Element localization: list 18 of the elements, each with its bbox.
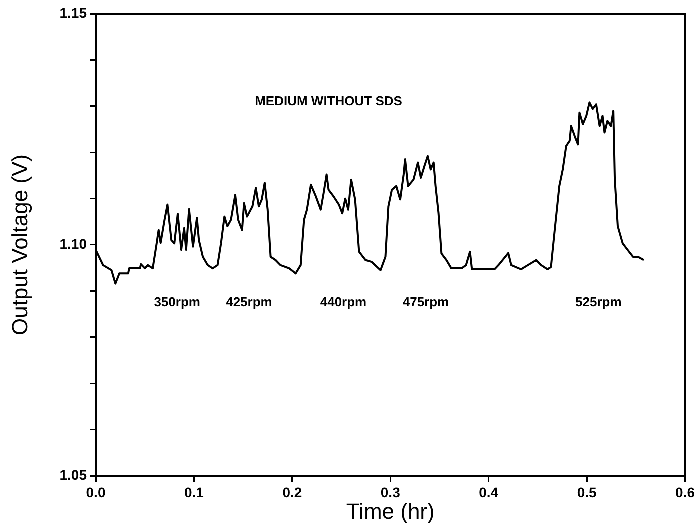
x-tick-label: 0.4 [479, 484, 499, 500]
x-axis-title: Time (hr) [346, 498, 435, 524]
x-tick-label: 0.2 [282, 484, 302, 500]
x-tick-label: 0.0 [86, 484, 106, 500]
x-tick-label: 0.6 [676, 484, 696, 500]
annotation: MEDIUM WITHOUT SDS [255, 93, 403, 108]
y-tick-label: 1.15 [60, 4, 88, 21]
x-tick-label: 0.1 [184, 484, 204, 500]
annotation: 525rpm [576, 294, 622, 310]
annotation: 350rpm [154, 294, 200, 310]
x-tick-label: 0.3 [380, 484, 401, 500]
y-axis-title: Output Voltage (V) [7, 154, 32, 336]
y-tick-label: 1.05 [60, 466, 88, 483]
annotation: 440rpm [320, 294, 367, 310]
y-tick-label: 1.10 [60, 236, 88, 252]
annotation: 475rpm [402, 294, 450, 310]
annotation: 425rpm [226, 294, 272, 310]
x-tick-label: 0.5 [577, 484, 597, 500]
